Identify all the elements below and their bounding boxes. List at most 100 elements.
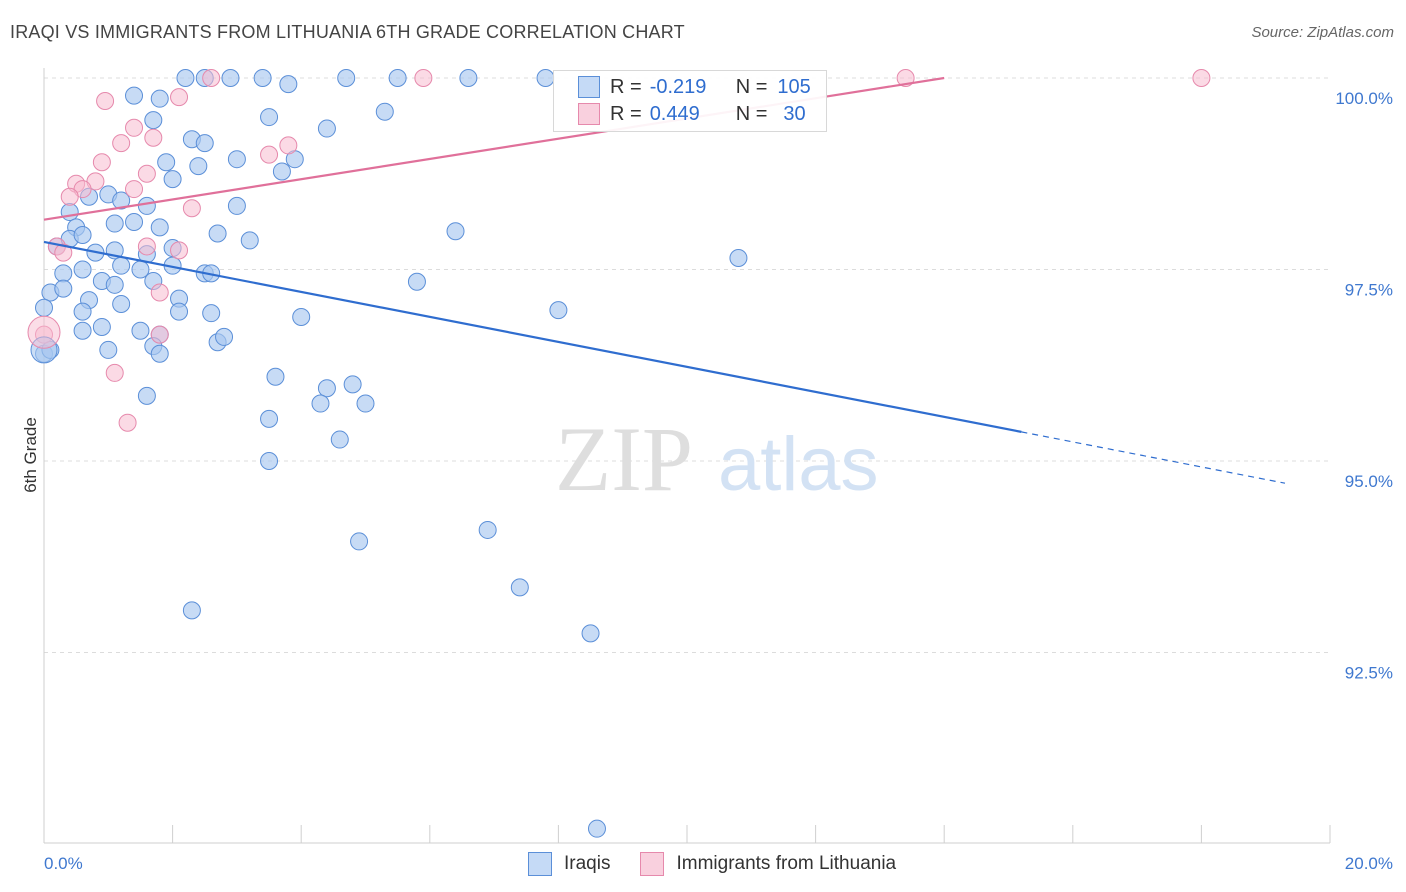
x-tick-label: 0.0% [44, 854, 83, 873]
iraqis-point [73, 226, 92, 245]
lithuania-point [170, 88, 189, 107]
iraqis-point [260, 452, 279, 470]
iraqis-point [337, 69, 356, 87]
n-value: 30 [783, 102, 806, 125]
axis-layer [43, 68, 1331, 844]
iraqis-point [105, 214, 124, 233]
legend-row-lithuania: R = 0.449 N = 30 [554, 101, 806, 127]
x-tick-label: 20.0% [1345, 854, 1393, 873]
iraqis-point [227, 196, 246, 215]
iraqis-point [150, 89, 169, 108]
iraqis-point [54, 279, 73, 298]
n-label: N = [735, 102, 768, 125]
lithuania-point [1192, 69, 1211, 87]
iraqis-point [99, 340, 118, 359]
iraqis-point [311, 394, 330, 413]
iraqis-point [182, 601, 201, 620]
iraqis-point [587, 819, 606, 838]
watermark-zip: ZIP [555, 408, 693, 510]
iraqis-point [549, 301, 568, 320]
iraqis-point [279, 75, 298, 94]
iraqis-point [215, 327, 234, 346]
iraqis-point [266, 367, 285, 386]
iraqis-point [112, 256, 131, 275]
lithuania-point [112, 134, 131, 153]
iraqis-point [407, 272, 426, 291]
legend-label: Iraqis [564, 853, 611, 874]
legend-item-iraqis[interactable]: Iraqis [528, 852, 610, 876]
y-tick-label: 100.0% [1335, 89, 1393, 108]
iraqis-trendline-extension [1021, 431, 1286, 484]
lithuania-point [414, 69, 433, 87]
iraqis-point [221, 69, 240, 87]
lithuania-point [260, 145, 279, 164]
lithuania-point [150, 283, 169, 302]
legend-row-iraqis: R = -0.219 N = 105 [554, 74, 811, 100]
iraqis-point [73, 260, 92, 279]
legend-swatch-blue [578, 76, 600, 98]
lithuania-point [202, 69, 221, 87]
iraqis-point [478, 520, 497, 539]
n-value: 105 [777, 75, 811, 98]
iraqis-point [150, 218, 169, 237]
watermark-atlas: atlas [718, 422, 879, 507]
iraqis-point [350, 532, 369, 551]
source-note: Source: ZipAtlas.com [1251, 24, 1394, 41]
correlation-legend: R = -0.219 N = 105 R = 0.449 N = 30 [553, 70, 827, 132]
lithuania-point [150, 325, 169, 344]
iraqis-point [388, 69, 407, 87]
iraqis-point [170, 302, 189, 321]
iraqis-point [446, 222, 465, 241]
r-value: 0.449 [649, 102, 700, 125]
iraqis-point [150, 344, 169, 363]
y-tick-label: 95.0% [1345, 472, 1393, 491]
iraqis-point [260, 409, 279, 428]
lithuania-point [182, 199, 201, 218]
chart-title: IRAQI VS IMMIGRANTS FROM LITHUANIA 6TH G… [10, 22, 685, 42]
iraqis-point [240, 231, 259, 250]
iraqis-point [60, 203, 79, 222]
iraqis-point [330, 430, 349, 449]
iraqis-point [157, 153, 176, 172]
y-tick-label: 92.5% [1345, 664, 1393, 683]
iraqis-point [459, 69, 478, 87]
lithuania-point [54, 243, 73, 262]
lithuania-point [105, 363, 124, 382]
y-tick-label: 97.5% [1345, 281, 1393, 300]
iraqis-point [260, 108, 279, 127]
lithuania-point [125, 118, 144, 137]
iraqis-point [131, 321, 150, 340]
watermark: ZIP atlas [555, 408, 879, 510]
legend-item-lithuania[interactable]: Immigrants from Lithuania [640, 852, 896, 876]
lithuania-point [144, 128, 163, 147]
r-value: -0.219 [649, 75, 707, 98]
iraqis-point [105, 275, 124, 294]
iraqis-point [317, 119, 336, 138]
iraqis-point [112, 294, 131, 313]
points-layer [27, 69, 1211, 838]
iraqis-point [536, 69, 555, 87]
iraqis-trendline [43, 240, 1022, 433]
iraqis-point [163, 170, 182, 189]
legend-swatch-blue [528, 852, 552, 876]
iraqis-point [73, 302, 92, 321]
iraqis-point [343, 375, 362, 394]
iraqis-point [202, 304, 221, 323]
iraqis-point [375, 102, 394, 121]
iraqis-point [54, 264, 73, 283]
iraqis-point [137, 386, 156, 405]
r-label: R = [610, 102, 642, 125]
iraqis-point [125, 213, 144, 232]
iraqis-point [35, 298, 53, 317]
iraqis-point [292, 307, 311, 326]
lithuania-point [96, 91, 115, 110]
iraqis-point [176, 69, 195, 87]
iraqis-point [195, 134, 214, 153]
iraqis-point [137, 196, 156, 215]
iraqis-point [510, 578, 529, 597]
lithuania-point [27, 315, 61, 349]
tick-labels: 100.0% 97.5% 95.0% 92.5% 0.0% 20.0% [44, 89, 1393, 873]
legend-swatch-pink [640, 852, 665, 876]
lithuania-point [125, 180, 144, 199]
iraqis-point [581, 624, 600, 643]
